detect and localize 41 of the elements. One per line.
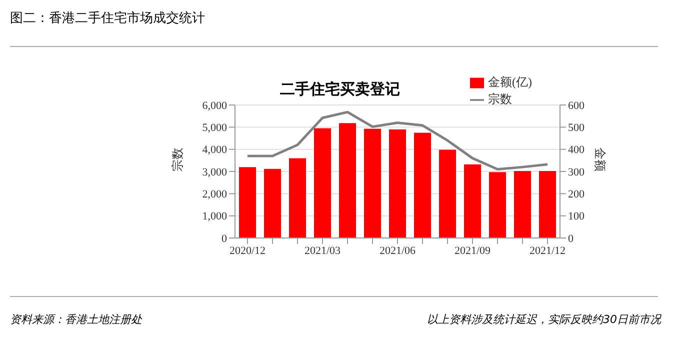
chart-subtitle: 二手住宅买卖登记 bbox=[279, 80, 401, 99]
y-tick-label: 0 bbox=[222, 232, 228, 245]
bar bbox=[339, 123, 356, 238]
y2-tick-label: 600 bbox=[568, 100, 585, 112]
bar bbox=[239, 167, 256, 238]
y-tick-label: 2,000 bbox=[202, 188, 228, 201]
bar bbox=[464, 164, 481, 238]
bar bbox=[439, 150, 456, 238]
bar bbox=[389, 129, 406, 238]
bar bbox=[364, 128, 381, 238]
y-tick-label: 1,000 bbox=[202, 210, 228, 223]
y2-tick-label: 500 bbox=[568, 122, 585, 134]
y2-axis-title: 金额 bbox=[592, 148, 607, 172]
y-tick-label: 3,000 bbox=[202, 166, 228, 178]
text: 资料来源：香港土地注册处 bbox=[10, 312, 142, 327]
bar bbox=[489, 172, 506, 238]
y2-tick-label: 0 bbox=[568, 232, 574, 245]
y-tick-label: 4,000 bbox=[202, 144, 228, 156]
bar bbox=[264, 168, 281, 238]
legend-label: 宗数 bbox=[488, 92, 512, 106]
y-axis-title: 宗数 bbox=[170, 148, 184, 172]
x-tick-label: 2021/03 bbox=[304, 244, 342, 257]
bar bbox=[539, 171, 556, 238]
text: 图二：香港二手住宅市场成交统计 bbox=[10, 10, 205, 27]
y2-tick-label: 400 bbox=[568, 144, 585, 156]
line-series bbox=[246, 110, 549, 171]
x-tick-label: 2020/12 bbox=[229, 244, 266, 257]
x-tick-label: 2021/09 bbox=[454, 244, 492, 257]
y2-tick-label: 200 bbox=[568, 188, 585, 201]
y2-tick-label: 300 bbox=[568, 166, 585, 178]
bar bbox=[414, 132, 431, 238]
text: 以上资料涉及统计延迟，实际反映约30日前市况 bbox=[427, 312, 661, 327]
y-tick-label: 6,000 bbox=[202, 100, 228, 112]
bar bbox=[314, 128, 331, 238]
x-tick-label: 2021/06 bbox=[379, 244, 416, 257]
y2-tick-label: 100 bbox=[568, 210, 585, 223]
bar bbox=[289, 158, 306, 238]
bar bbox=[514, 171, 531, 238]
legend-label: 金额(亿) bbox=[488, 75, 532, 89]
x-tick-label: 2021/12 bbox=[529, 244, 566, 257]
y-tick-label: 5,000 bbox=[202, 122, 228, 134]
